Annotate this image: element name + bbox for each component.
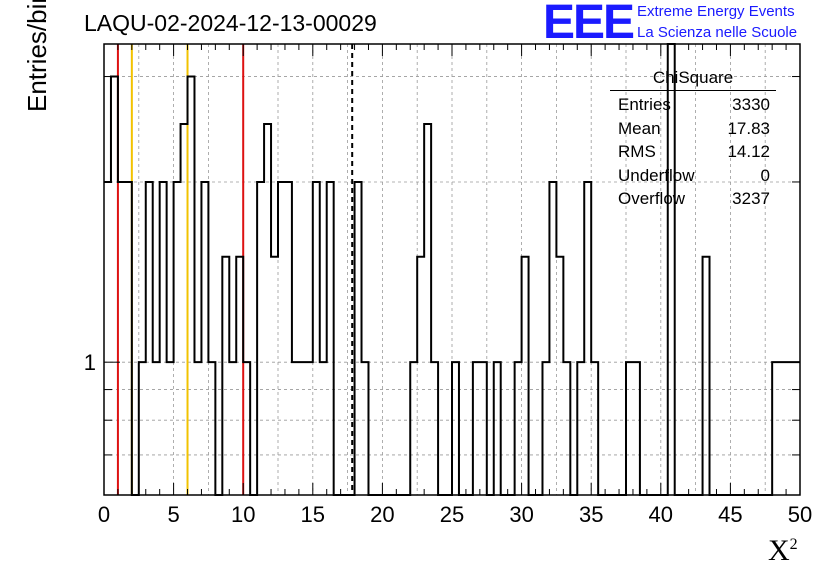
eee-logo-text: EEE xyxy=(543,0,635,49)
y-tick-label: 1 xyxy=(84,350,96,375)
x-axis-label-text: X xyxy=(768,534,790,567)
stats-label: Overflow xyxy=(618,189,686,208)
stats-row-entries: Entries 3330 xyxy=(610,93,776,117)
x-axis-ticks: 0 5 10 15 20 25 30 35 40 45 50 xyxy=(98,44,812,527)
chart-title: LAQU-02-2024-12-13-00029 xyxy=(84,10,377,36)
x-tick-label: 0 xyxy=(98,502,110,527)
stats-label: Mean xyxy=(618,118,661,138)
eee-logo: EEE xyxy=(543,0,635,49)
stats-value: 14.12 xyxy=(727,142,770,161)
y-axis-label: Entries/bin xyxy=(22,0,52,112)
x-tick-label: 25 xyxy=(440,502,464,527)
x-tick-label: 40 xyxy=(649,502,673,527)
stats-value: 17.83 xyxy=(727,118,770,138)
x-tick-label: 50 xyxy=(788,502,812,527)
x-axis-label-superscript: 2 xyxy=(789,536,798,553)
stats-value: 0 xyxy=(760,165,770,185)
x-tick-label: 35 xyxy=(579,502,603,527)
stats-value: 3330 xyxy=(732,95,770,114)
stats-row-overflow: Overflow 3237 xyxy=(610,187,776,211)
x-axis-label: X2 xyxy=(768,534,798,568)
stats-value: 3237 xyxy=(732,189,770,208)
stats-label: Entries xyxy=(618,95,671,114)
logo-line-2: La Scienza nelle Scuole xyxy=(637,24,798,41)
stats-row-underflow: Underflow 0 xyxy=(610,164,776,188)
y-axis-ticks: 1 xyxy=(84,76,800,496)
x-tick-label: 30 xyxy=(509,502,533,527)
x-tick-label: 45 xyxy=(718,502,742,527)
stats-row-rms: RMS 14.12 xyxy=(610,140,776,164)
x-tick-label: 10 xyxy=(231,502,255,527)
x-tick-label: 15 xyxy=(301,502,325,527)
stats-title: ChiSquare xyxy=(610,68,776,91)
logo-line-1: Extreme Energy Events xyxy=(637,3,795,20)
stats-row-mean: Mean 17.83 xyxy=(610,117,776,141)
stats-label: RMS xyxy=(618,142,656,161)
x-tick-label: 5 xyxy=(167,502,179,527)
stats-box: ChiSquare Entries 3330 Mean 17.83 RMS 14.12… xyxy=(610,68,776,211)
x-tick-label: 20 xyxy=(370,502,394,527)
stats-label: Underflow xyxy=(618,165,695,185)
